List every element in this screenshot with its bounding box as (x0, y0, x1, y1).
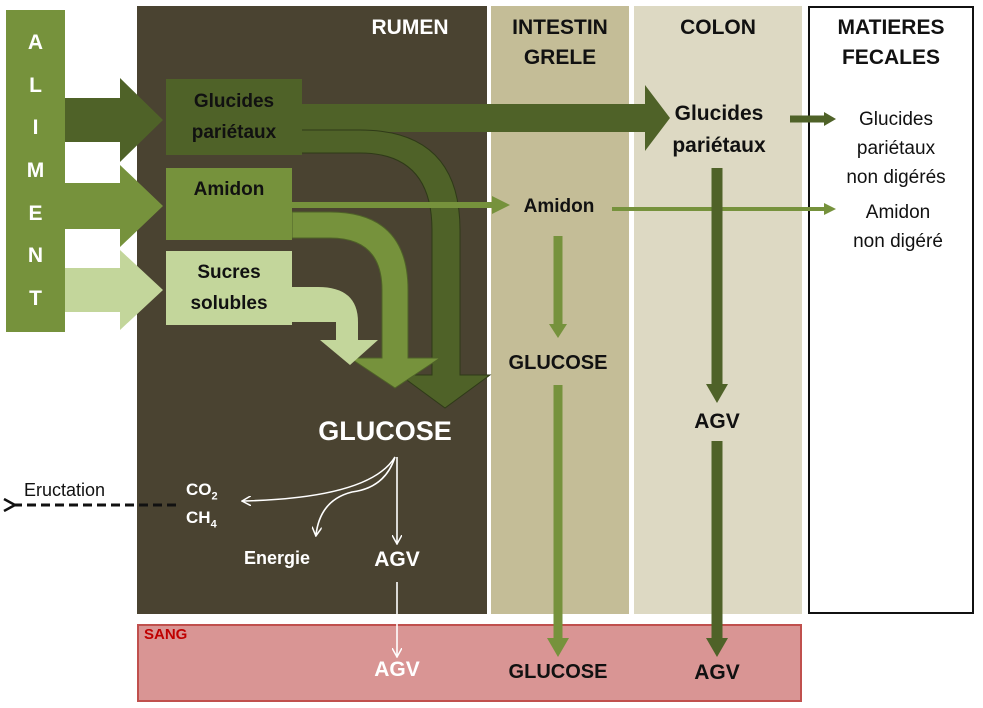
glucides-line2: pariétaux (191, 122, 277, 143)
co2-text: CO (186, 480, 212, 499)
fecales-header: MATIERES FECALES (808, 13, 974, 73)
energie-label: Energie (244, 548, 311, 568)
aliment-letter: A (27, 31, 44, 55)
fecales-amidon-line2: non digéré (853, 231, 943, 252)
intestin-header-line1: INTESTIN (512, 16, 608, 39)
rumen-glucose-label: GLUCOSE (318, 416, 452, 446)
intestin-header-line2: GRELE (523, 46, 597, 69)
aliment-letter: N (27, 244, 44, 268)
sang-agv-rumen: AGV (374, 658, 420, 681)
fecales-header-line2: FECALES (841, 46, 940, 69)
eructation-label: Eructation (24, 480, 106, 500)
sucres-line2: solubles (190, 293, 268, 314)
aliment-letter: T (29, 286, 42, 310)
fecales-glucides-line3: non digérés (846, 167, 946, 188)
co2-sub: 2 (211, 490, 218, 503)
amidon-label: Amidon (193, 179, 265, 200)
amidon-curve-arrow (291, 211, 442, 389)
fecales-header-line1: MATIERES (837, 16, 945, 39)
sang-agv-colon: AGV (694, 661, 740, 684)
fecales-panel (808, 6, 974, 614)
sucres-line1: Sucres (197, 262, 261, 283)
aliment-letter: I (32, 116, 39, 140)
input-arrow-dark (65, 78, 163, 162)
sucres-curve-arrow (292, 287, 378, 365)
fecales-amidon-line1: Amidon (865, 202, 931, 223)
ch4-text: CH (186, 508, 211, 527)
glucides-line1: Glucides (193, 91, 275, 112)
sang-header: SANG (144, 626, 188, 643)
colon-glucides-line2: pariétaux (672, 134, 766, 157)
fecales-amidon-label: Amidon non digéré (838, 198, 958, 256)
fecales-glucides-line2: pariétaux (856, 138, 936, 159)
ch4-label: CH4 (186, 508, 217, 530)
input-arrow-mid (65, 165, 163, 247)
co2-label: CO2 (186, 480, 218, 502)
glucides-parietaux-box: Glucides pariétaux (166, 79, 302, 155)
colon-header: COLON (680, 16, 756, 39)
sucres-solubles-box: Sucres solubles (166, 251, 292, 325)
amidon-box: Amidon (166, 168, 292, 240)
rumen-header: RUMEN (371, 16, 449, 39)
intestin-glucose-label: GLUCOSE (508, 352, 608, 374)
rumen-agv-label: AGV (374, 548, 420, 571)
sang-glucose: GLUCOSE (508, 661, 608, 683)
aliment-letter: E (28, 201, 43, 225)
sang-panel (137, 624, 802, 702)
input-arrow-light (65, 250, 163, 330)
aliment-letter: L (29, 73, 42, 97)
ch4-sub: 4 (210, 518, 217, 531)
intestin-header: INTESTIN GRELE (491, 13, 629, 73)
aliment-bar: A L I M E N T (6, 10, 65, 332)
fecales-glucides-line1: Glucides (859, 109, 933, 130)
colon-glucides-line1: Glucides (674, 102, 764, 125)
glucides-to-colon-arrow (300, 85, 670, 151)
colon-agv-label: AGV (694, 410, 740, 433)
fecales-glucides-label: Glucides pariétaux non digérés (834, 105, 958, 192)
colon-glucides-label: Glucides pariétaux (648, 98, 790, 162)
glucides-curve-arrow (291, 129, 492, 409)
intestin-amidon-label: Amidon (523, 196, 595, 217)
aliment-letter: M (26, 158, 45, 182)
